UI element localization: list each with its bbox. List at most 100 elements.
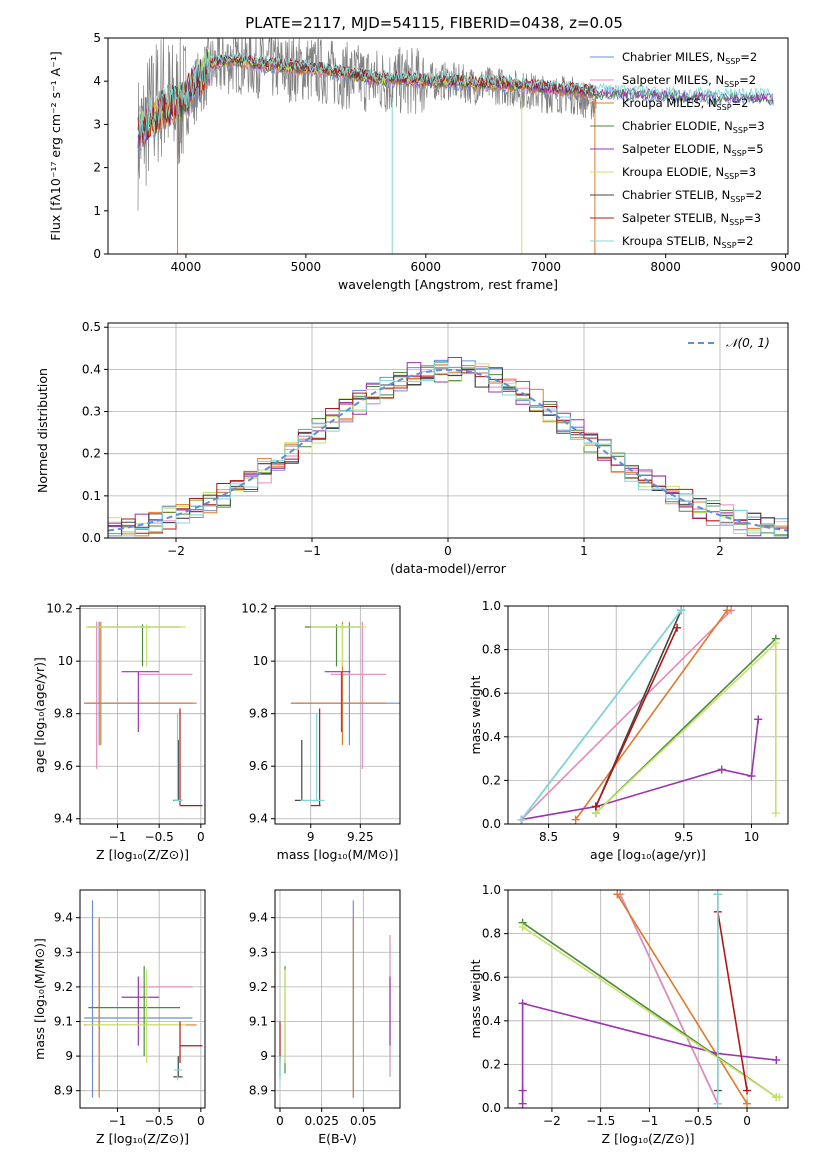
y-tick-label: 8.9 [54,1084,73,1098]
legend-label: Kroupa ELODIE, NSSP=3 [622,165,756,181]
x-tick-label: 0 [197,1114,205,1128]
x-tick-label: −0.5 [145,830,174,844]
weight_vs_Z-lines [518,890,784,1108]
spectrum-frame [107,37,789,255]
mass_vs_ebv-axes: 0 0.025 0.05 8.9 9 9.1 9.2 9.3 9.4 E(B-V) [249,890,400,1146]
x-axis-label: (data-model)/error [390,561,507,576]
y-tick-label: 8.9 [249,1084,268,1098]
y-tick-label: 5 [93,31,101,45]
y-tick-label: 9.1 [249,1014,268,1028]
y-tick-label: 10.2 [241,602,268,616]
y-tick-label: 9.4 [249,911,268,925]
legend-label: Salpeter STELIB, NSSP=3 [622,211,761,227]
mass_vs_Z-marks [84,900,203,1098]
y-tick-label: 4 [93,74,101,88]
weight-line [717,911,748,1091]
y-tick-label: 9.6 [249,759,268,773]
weight-point [518,999,527,1008]
x-axis-label: Z [log₁₀(Z/Z⊙)] [96,1131,189,1146]
y-tick-label: 3 [93,117,101,131]
weight-point [723,606,732,615]
x-tick-label: 0 [276,1114,284,1128]
x-tick-label: −0.5 [684,1114,713,1128]
y-tick-label: 0.0 [482,817,501,831]
y-tick-label: 0.2 [482,773,501,787]
x-axis-label: Z [log₁₀(Z/Z⊙)] [96,847,189,862]
y-tick-label: 9.1 [54,1014,73,1028]
y-tick-label: 9.6 [54,759,73,773]
legend-label: Salpeter MILES, NSSP=2 [622,73,756,89]
weight-line [520,609,732,821]
x-tick-label: −0.5 [145,1114,174,1128]
residuals-frame [107,322,789,539]
y-axis-label: mass weight [468,959,483,1038]
model-spectrum-line [137,50,774,141]
weight-point [591,802,600,811]
figure-title: PLATE=2117, MJD=54115, FIBERID=0438, z=0… [245,14,623,32]
weight-point [754,715,763,724]
y-tick-label: 1.0 [482,883,501,897]
mass_vs_ebv-frame [274,889,401,1109]
weight-line [616,893,748,1105]
legend-label: Chabrier ELODIE, NSSP=3 [622,119,765,135]
weight-point [713,890,722,899]
y-tick-label: 0 [93,247,101,261]
normal-curve [107,368,789,532]
age_vs_mass-frame [274,605,401,825]
weight-point [743,1086,752,1095]
weight-line [619,894,719,1104]
x-tick-label: 10 [744,830,759,844]
y-tick-label: 0.6 [482,686,501,700]
spectrum-axes: 4000 5000 6000 7000 8000 9000 0 1 2 3 4 5 wavelength… [48,31,801,292]
x-tick-label: −1 [109,1114,127,1128]
y-tick-label: 0.2 [82,447,101,461]
weight_vs_age-frame [507,605,789,825]
x-tick-label: 0 [197,830,205,844]
x-tick-label: 1 [580,544,588,558]
y-tick-label: 0.0 [482,1101,501,1115]
x-tick-label: 4000 [171,260,202,274]
y-tick-label: 0.4 [482,1014,501,1028]
weight-point [613,890,622,899]
model-spectrum-line [137,51,596,140]
x-tick-label: 9 [612,830,620,844]
x-tick-label: −1.5 [586,1114,615,1128]
x-tick-label: −2 [543,1114,561,1128]
y-tick-label: 9.4 [54,911,73,925]
y-tick-label: 2 [93,161,101,175]
y-tick-label: 9 [65,1049,73,1063]
weight-point [518,1099,527,1108]
x-tick-label: 9000 [770,260,801,274]
y-tick-label: 0.4 [82,362,101,376]
weight-point [771,809,780,818]
x-tick-label: 9.5 [674,830,693,844]
x-tick-label: 0.05 [350,1114,377,1128]
x-axis-label: Z [log₁₀(Z/Z⊙)] [602,1131,695,1146]
mass_vs_Z-frame [79,889,206,1109]
x-axis-label: mass [log₁₀(M/M⊙)] [277,847,399,862]
weight-point [713,1099,722,1108]
y-tick-label: 1.0 [482,599,501,613]
observed-spectrum [137,38,597,211]
weight-point [743,1099,752,1108]
legend-label: Salpeter ELODIE, NSSP=5 [622,142,764,158]
x-tick-label: 0.025 [304,1114,338,1128]
weight-point [518,1086,527,1095]
y-tick-label: 9.8 [54,707,73,721]
panels-group: 4000 5000 6000 7000 8000 9000012345wavelength… [32,31,801,1146]
weight-point [571,815,580,824]
y-axis-label: age [log₁₀(age/yr)] [32,657,47,773]
x-tick-label: 8.5 [539,830,558,844]
legend-label: 𝒩(0, 1) [726,336,770,350]
x-tick-label: −1 [303,544,321,558]
y-tick-label: 0.8 [482,927,501,941]
y-tick-label: 10 [58,654,73,668]
spectrum-legend: Chabrier MILES, NSSP=2 Salpeter MILES, NS… [590,50,765,250]
legend-label: Chabrier STELIB, NSSP=2 [622,188,762,204]
x-tick-label: 5000 [291,260,322,274]
weight-line [595,627,678,807]
weight-line [574,609,728,821]
x-axis-label: wavelength [Angstrom, rest frame] [338,277,558,292]
y-tick-label: 0.8 [482,643,501,657]
